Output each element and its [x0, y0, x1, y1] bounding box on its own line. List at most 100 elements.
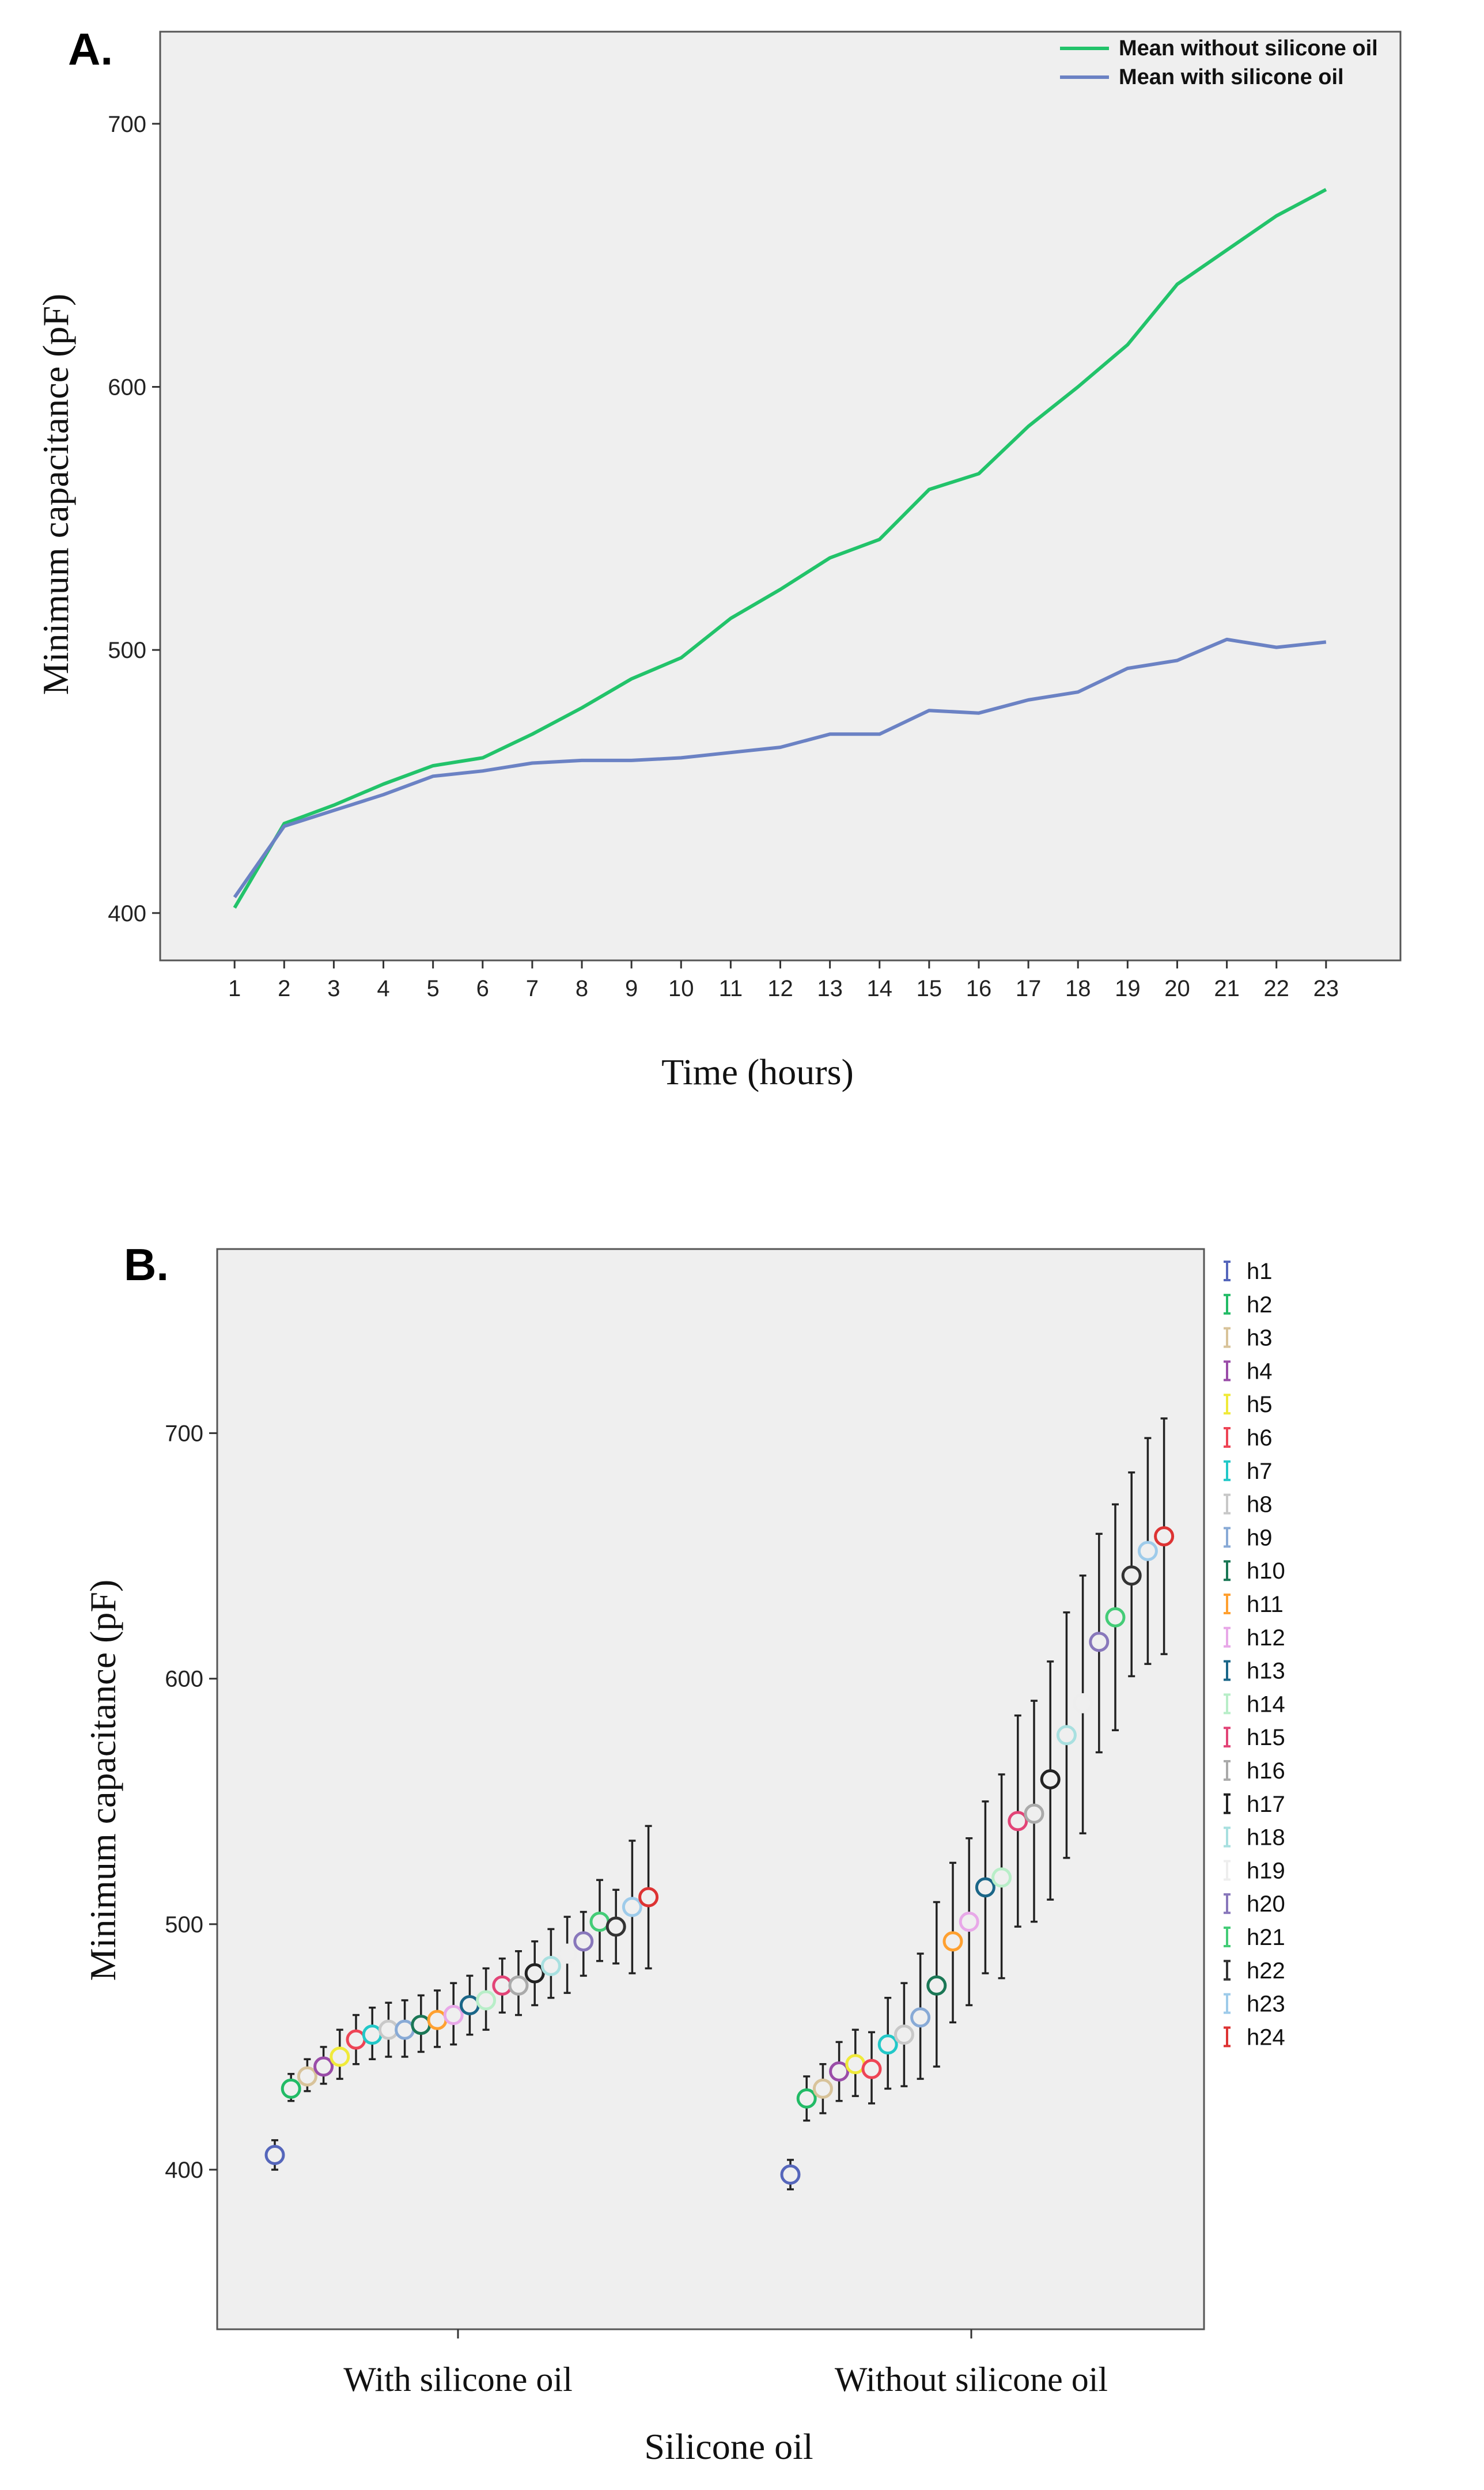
panel-b-y-tick-label: 500: [165, 1912, 203, 1937]
panel-a-x-tick-label: 4: [377, 976, 389, 1001]
panel-b-mean-marker: [557, 1943, 578, 1964]
panel-b-mean-marker: [264, 2144, 285, 2165]
panel-b-mean-marker: [1089, 1632, 1110, 1652]
panel-b-legend-label: h3: [1247, 1326, 1273, 1351]
panel-b-mean-marker: [492, 1975, 513, 1996]
panel-b-mean-marker: [540, 1955, 561, 1976]
panel-a-legend: Mean without silicone oil Mean with silic…: [1060, 36, 1378, 89]
panel-b-mean-marker: [780, 2164, 801, 2185]
panel-a-x-tick-label: 3: [327, 976, 340, 1001]
panel-b-legend-label: h15: [1247, 1725, 1285, 1750]
panel-b-legend-label: h6: [1247, 1425, 1273, 1451]
panel-a-label: A.: [68, 24, 113, 74]
panel-b-mean-marker: [622, 1897, 642, 1917]
panel-b-mean-marker: [638, 1887, 659, 1908]
panel-b-legend-label: h19: [1247, 1858, 1285, 1883]
panel-a-x-tick-label: 12: [767, 976, 793, 1001]
panel-b-legend-label: h9: [1247, 1525, 1273, 1550]
panel-a-x-tick-label: 8: [576, 976, 588, 1001]
panel-b-mean-marker: [443, 2005, 464, 2026]
panel-b-mean-marker: [459, 1995, 480, 2015]
panel-b-mean-marker: [1008, 1811, 1028, 1831]
panel-b-mean-marker: [1040, 1769, 1061, 1789]
panel-b-legend-label: h11: [1247, 1592, 1284, 1617]
panel-b-legend-label: h23: [1247, 1992, 1285, 2017]
panel-b-axes: 400 500 600 700: [165, 1421, 972, 2338]
panel-b-mean-marker: [861, 2058, 882, 2079]
panel-b-legend-label: h10: [1247, 1558, 1285, 1584]
panel-b-mean-marker: [605, 1916, 626, 1937]
panel-a-series-line: [233, 637, 1327, 899]
panel-b-mean-marker: [362, 2024, 383, 2045]
panel-b-label: B.: [124, 1239, 169, 1290]
panel-a-x-tick-label: 7: [526, 976, 539, 1001]
panel-b-mean-marker: [877, 2034, 898, 2055]
panel-a-x-tick-label: 22: [1263, 976, 1289, 1001]
panel-b-legend-label: h4: [1247, 1358, 1273, 1384]
panel-b-mean-marker: [378, 2019, 399, 2040]
panel-b-mean-marker: [395, 2019, 415, 2040]
panel-a-x-tick-label: 15: [917, 976, 942, 1001]
panel-b-mean-marker: [812, 2078, 833, 2099]
panel-b-x-axis-title: Silicone oil: [644, 2426, 813, 2467]
panel-a-x-tick-label: 6: [476, 976, 489, 1001]
panel-a-x-tick-label: 16: [966, 976, 992, 1001]
panel-b-mean-marker: [524, 1963, 545, 1984]
panel-a-series-line: [233, 188, 1327, 909]
panel-a-x-tick-label: 9: [625, 976, 638, 1001]
panel-a-series: [233, 188, 1327, 909]
panel-a-x-tick-label: 5: [427, 976, 440, 1001]
panel-a-x-tick-label: 23: [1313, 976, 1339, 1001]
panel-b-mean-marker: [330, 2046, 350, 2067]
panel-b-legend-label: h20: [1247, 1891, 1285, 1917]
panel-a-y-tick-label: 500: [108, 638, 146, 663]
panel-b-y-tick-label: 700: [165, 1421, 203, 1447]
panel-b-category-label: Without silicone oil: [835, 2360, 1108, 2398]
panel-b-mean-marker: [1105, 1607, 1126, 1628]
panel-a-y-tick-label: 400: [108, 901, 146, 926]
panel-a-y-axis-title: Minimum capacitance (pF): [35, 294, 76, 695]
panel-b-mean-marker: [894, 2024, 914, 2045]
panel-b-legend-label: h17: [1247, 1792, 1285, 1817]
panel-b-mean-marker: [1024, 1803, 1044, 1824]
panel-b-mean-marker: [427, 2010, 448, 2030]
panel-b-legend-label: h13: [1247, 1659, 1285, 1684]
panel-b-mean-marker: [975, 1877, 995, 1898]
panel-b-mean-marker: [829, 2061, 850, 2082]
panel-b-mean-marker: [1121, 1565, 1142, 1586]
panel-b-mean-marker: [910, 2007, 931, 2028]
panel-b-legend-label: h16: [1247, 1758, 1285, 1784]
panel-b-legend-label: h21: [1247, 1925, 1285, 1950]
panel-a-x-tick-label: 21: [1214, 976, 1240, 1001]
panel-b-legend-label: h7: [1247, 1459, 1273, 1484]
panel-b-legend-label: h18: [1247, 1825, 1285, 1851]
panel-a-x-tick-label: 11: [719, 976, 743, 1001]
panel-b-mean-marker: [281, 2078, 301, 2099]
panel-b-mean-marker: [796, 2088, 817, 2109]
panel-b-mean-marker: [573, 1931, 594, 1952]
panel-a-x-tick-label: 13: [817, 976, 843, 1001]
panel-a-x-tick-label: 1: [228, 976, 241, 1001]
panel-b-legend-label: h22: [1247, 1958, 1285, 1984]
panel-b-mean-marker: [508, 1975, 529, 1996]
panel-b-mean-marker: [845, 2054, 866, 2075]
panel-b-legend-label: h8: [1247, 1492, 1273, 1518]
panel-a-x-tick-label: 19: [1115, 976, 1141, 1001]
panel-a-legend-label: Mean without silicone oil: [1119, 36, 1378, 60]
panel-a-x-tick-label: 18: [1065, 976, 1091, 1001]
panel-b-mean-marker: [589, 1912, 610, 1932]
panel-a-y-tick-label: 600: [108, 374, 146, 400]
panel-a-x-axis-title: Time (hours): [661, 1051, 854, 1092]
panel-b-series: [264, 1417, 1175, 2190]
panel-b-mean-marker: [346, 2029, 366, 2050]
panel-b-mean-marker: [1154, 1526, 1175, 1547]
panel-b-legend-label: h12: [1247, 1625, 1285, 1651]
panel-a-x-tick-label: 10: [668, 976, 694, 1001]
panel-b-y-tick-label: 600: [165, 1667, 203, 1692]
panel-b-mean-marker: [1073, 1693, 1093, 1713]
panel-b-legend-label: h2: [1247, 1292, 1273, 1318]
panel-b-mean-marker: [1056, 1725, 1077, 1746]
panel-b-y-tick-label: 400: [165, 2158, 203, 2183]
